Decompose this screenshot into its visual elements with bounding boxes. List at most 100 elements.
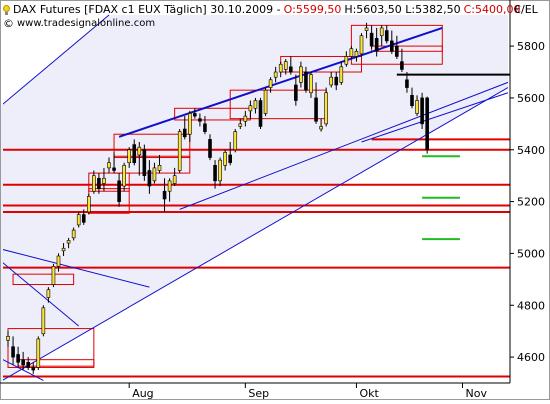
candle-body [314,97,318,122]
instrument-label: DAX Futures [FDAX c1 EUX Täglich] 30.10.… [13,3,281,16]
range-box [350,24,443,65]
candle-body [400,61,404,70]
candle-body [11,346,15,358]
candle-body [102,177,106,184]
x-tick-label: Okt [359,387,379,400]
candle-body [228,154,232,164]
high-low-values: H:5603,50 L:5382,50 [344,3,461,16]
candle-body [167,180,172,192]
candle-body [203,123,207,132]
candle-body [395,45,399,57]
candle-body [218,159,222,182]
candle-body [233,131,238,151]
candle-body [71,229,76,239]
candle-body [97,177,101,189]
y-tick-label: 4800 [517,299,545,312]
candle-body [329,76,334,86]
candle-body [177,131,182,171]
candle-body [61,247,66,252]
candle-body [294,84,298,101]
outer-channel-lower [3,87,509,381]
candle-body [278,63,283,73]
website-label: © www.tradesignalonline.com [3,17,155,30]
y-tick-label: 5000 [517,247,545,260]
candle-body [405,79,409,88]
candle-body [364,27,369,31]
candle-body [243,115,248,122]
candle-body [425,97,429,151]
candle-body [152,167,157,182]
candle-body [283,61,288,70]
candle-body [258,100,263,127]
candle-body [26,361,31,368]
candle-body [16,354,20,363]
candle-body [92,175,96,192]
currency-unit-label: €/EL [514,3,538,16]
candle-body [410,95,414,107]
candle-body [162,190,167,200]
lower-channel-line [179,81,509,210]
candle-body [299,66,303,83]
candle-body [188,113,192,135]
old-downtrend [3,249,150,288]
candle-body [263,89,268,114]
candle-body [369,32,374,47]
candle-body [268,79,273,88]
candle-body [31,367,36,371]
lower-channel-line-2 [361,92,509,143]
candle-body [344,56,349,65]
upper-trendline [118,27,443,138]
candle-body [339,66,344,83]
candle-body [76,214,81,226]
candle-body [21,359,25,366]
x-tick-label: Aug [132,387,153,400]
candle-body [384,30,389,42]
old-downtrend-3 [3,359,44,381]
candle-body [87,196,91,213]
candle-body [349,48,354,57]
candle-body [208,139,212,158]
candle-body [415,100,419,114]
candle-body [319,126,323,130]
candle-body [107,162,111,169]
candle-body [389,40,394,52]
candle-body [127,149,131,164]
y-tick-label: 5200 [517,196,545,209]
candle-body [324,92,328,125]
candle-body [41,307,46,335]
candle-body [193,113,197,117]
candle-body [36,338,41,368]
candle-body [142,149,147,176]
candle-body [56,255,61,267]
candle-body [248,105,253,112]
candle-body [223,152,227,166]
candle-body [6,336,10,341]
candle-body [172,175,177,184]
chart-header: DAX Futures [FDAX c1 EUX Täglich] 30.10.… [3,3,521,16]
candle-body [374,38,379,52]
lightbulb-icon[interactable] [3,4,10,15]
range-box [12,273,75,286]
candle-body [273,71,278,78]
candle-body [359,35,364,55]
outer-channel-upper [3,14,110,105]
old-downtrend-2 [3,262,80,327]
x-tick-label: Nov [466,387,488,400]
website-url: www.tradesignalonline.com [17,18,156,29]
candle-body [379,27,384,37]
candle-body [46,289,51,298]
close-value: C:5400,00 [463,3,521,16]
candle-body [213,165,217,182]
candle-body [147,170,152,187]
candle-body [309,74,313,94]
channel-shading [0,15,508,382]
candle-body [288,66,293,73]
range-box [88,188,130,192]
candle-body [304,71,308,91]
x-tick-label: Sep [248,387,269,400]
open-value: O:5599,50 [283,3,342,16]
candle-body [51,266,56,285]
copyright-icon: © [3,17,14,30]
